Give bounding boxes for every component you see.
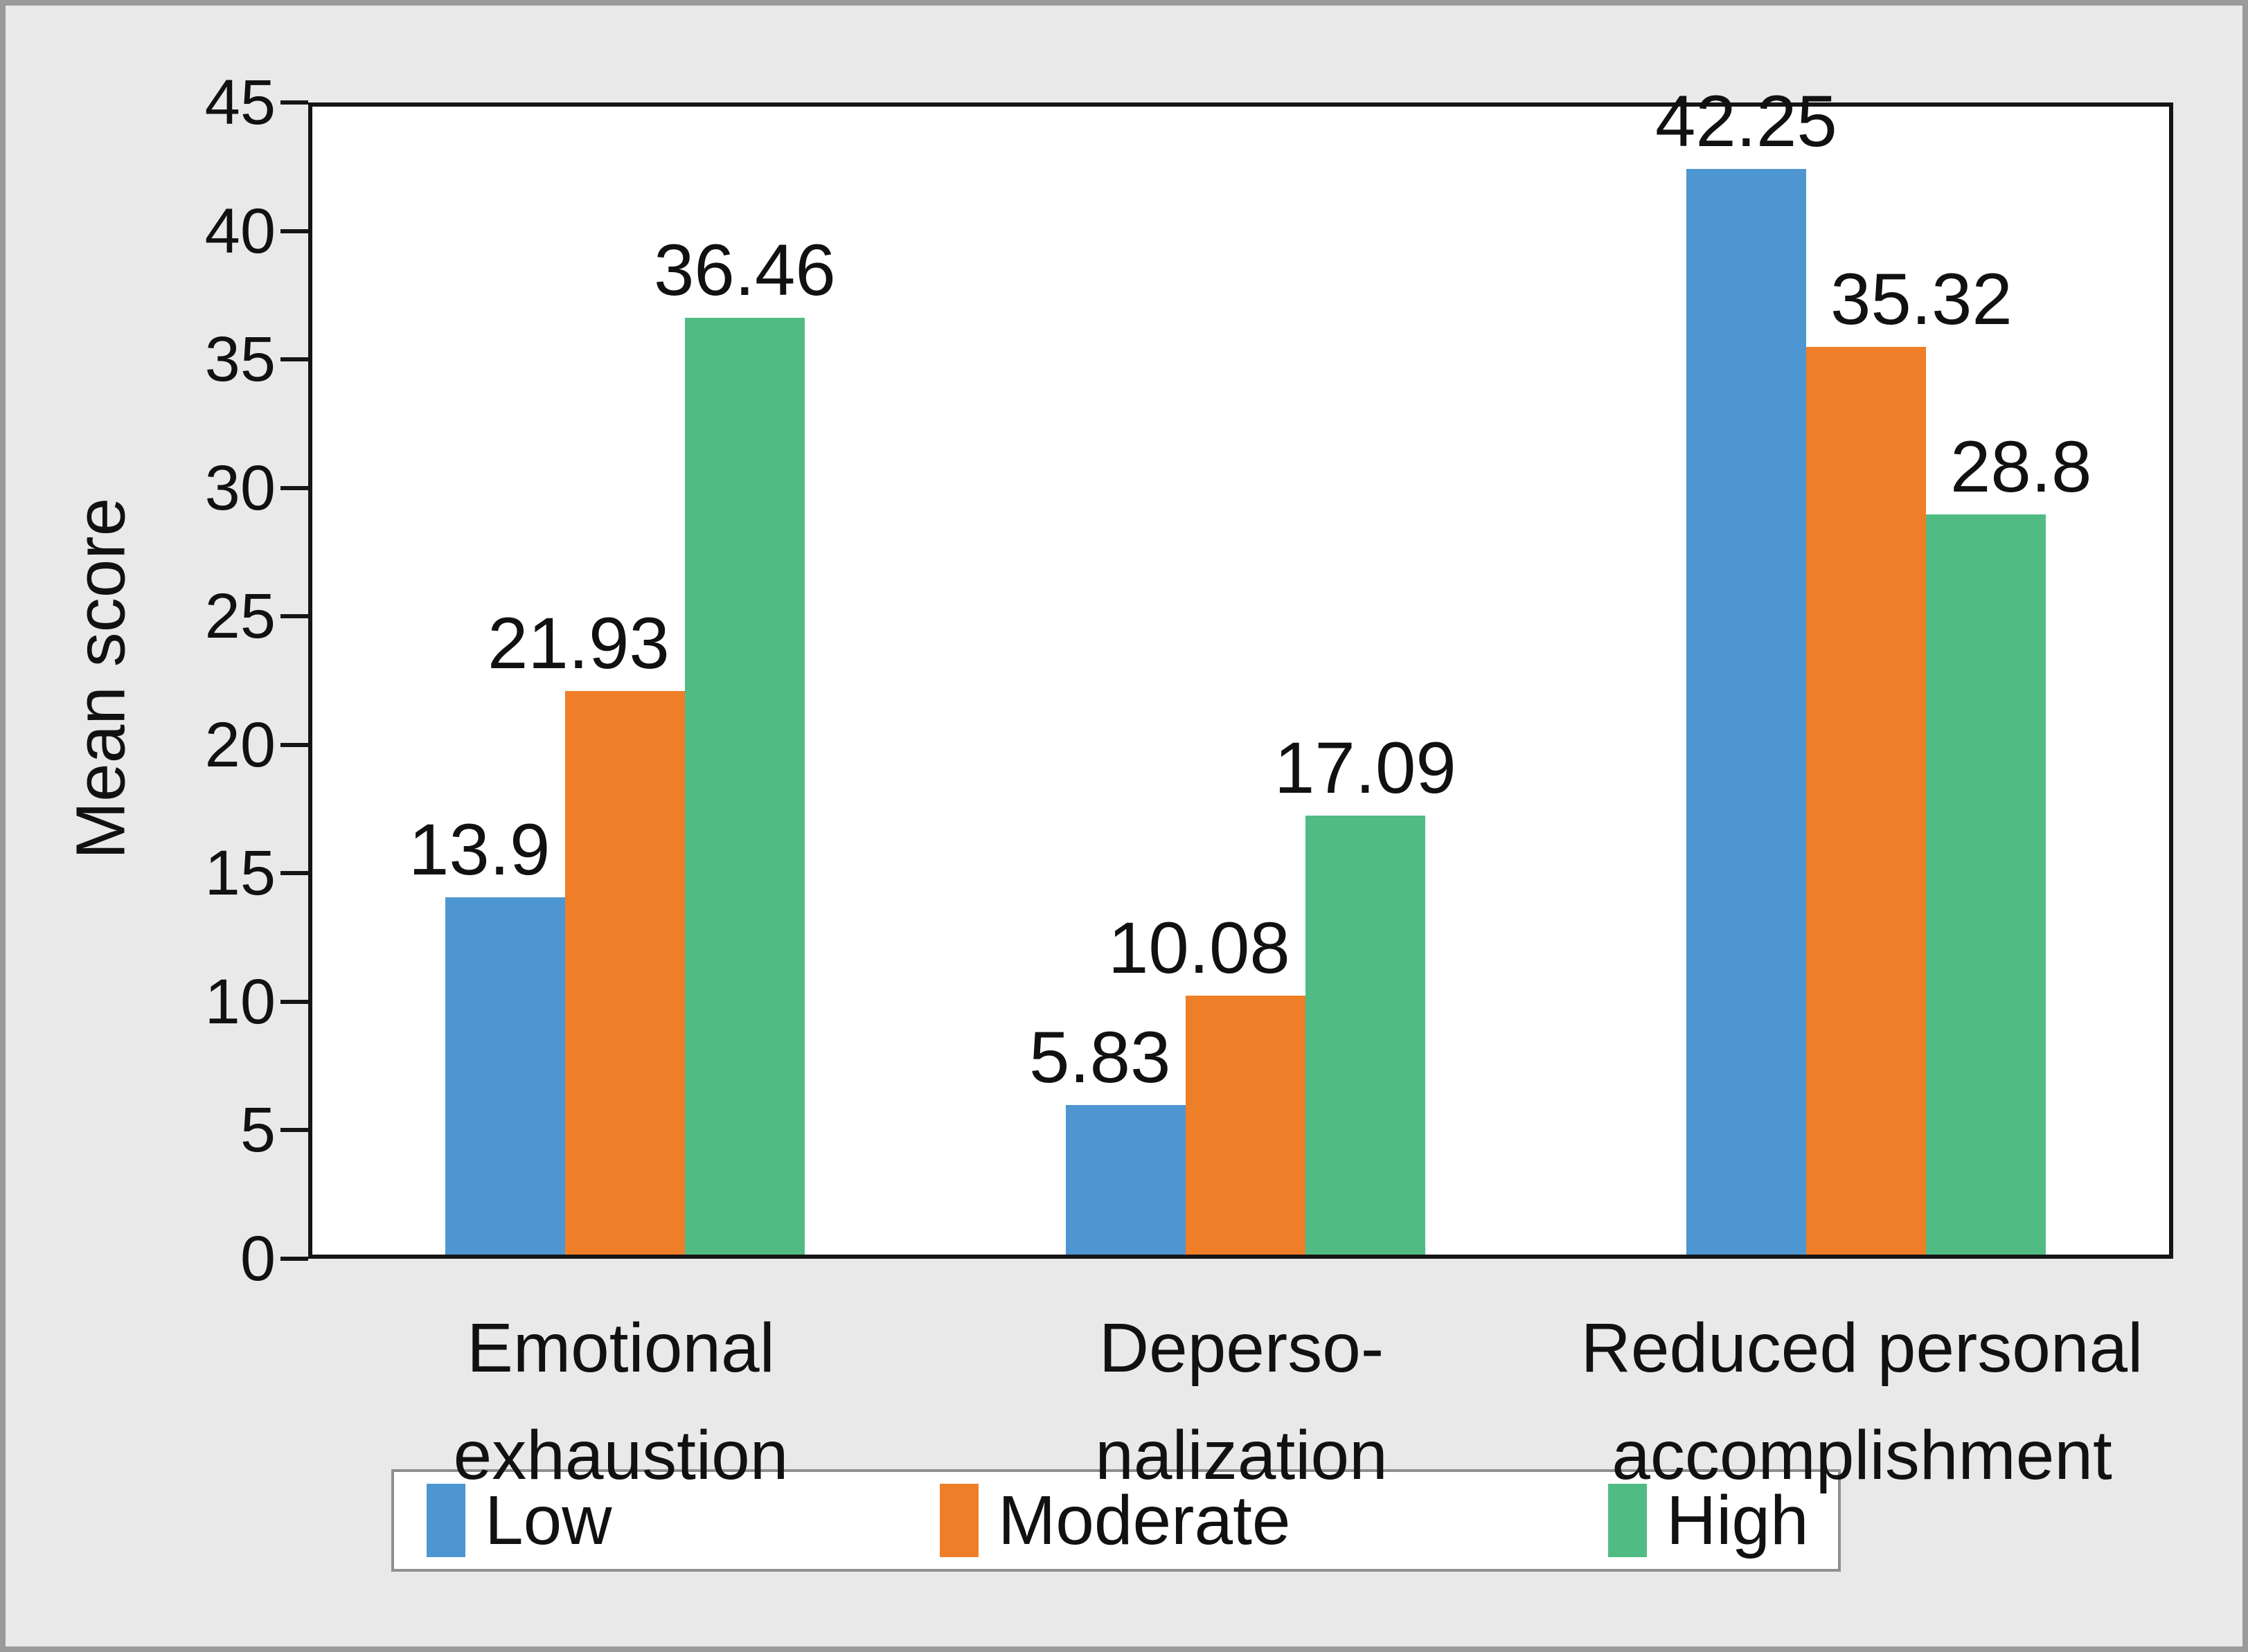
x-axis-category-label: Emotional exhaustion [240, 1295, 1002, 1509]
x-axis-category-label: Reduced personal accomplishment [1481, 1295, 2243, 1509]
y-axis-tick-label: 0 [240, 1223, 276, 1294]
category-label-line: Reduced personal [1580, 1309, 2143, 1387]
legend-swatch-moderate [940, 1484, 979, 1557]
y-axis-tick [280, 871, 308, 876]
bar-moderate-1 [1186, 995, 1305, 1255]
legend-swatch-high [1608, 1484, 1647, 1557]
bar-low-2 [1686, 169, 1806, 1255]
category-label-line: exhaustion [453, 1417, 789, 1494]
y-axis-tick-label: 5 [240, 1095, 276, 1166]
bar-value-label: 36.46 [654, 229, 836, 311]
legend-item-low: Low [427, 1472, 612, 1569]
bar-value-label: 21.93 [488, 603, 670, 685]
bar-low-0 [445, 897, 565, 1255]
category-label-line: Deperso- [1098, 1309, 1384, 1387]
bar-moderate-0 [565, 691, 685, 1255]
y-axis-title: Mean score [62, 497, 140, 860]
y-axis-tick [280, 485, 308, 490]
y-axis-tick [280, 1257, 308, 1261]
y-axis-tick [280, 742, 308, 747]
legend-item-moderate: Moderate [940, 1472, 1290, 1569]
y-axis-tick [280, 228, 308, 233]
y-axis-tick-label: 30 [204, 452, 276, 523]
y-axis-tick-label: 15 [204, 838, 276, 909]
bar-value-label: 17.09 [1274, 727, 1456, 809]
bar-high-1 [1305, 815, 1425, 1255]
y-axis-tick-label: 35 [204, 324, 276, 395]
bar-high-2 [1926, 514, 2046, 1255]
category-label-line: Emotional [467, 1309, 775, 1387]
y-axis-tick [280, 1128, 308, 1133]
x-axis-category-label: Deperso-nalization [861, 1295, 1623, 1509]
y-axis-tick [280, 357, 308, 362]
y-axis-tick-label: 10 [204, 966, 276, 1037]
bar-moderate-2 [1806, 347, 1926, 1255]
bar-value-label: 13.9 [409, 809, 551, 891]
bar-value-label: 5.83 [1029, 1016, 1171, 1098]
bar-value-label: 28.8 [1950, 427, 2092, 508]
y-axis-tick-label: 25 [204, 581, 276, 652]
category-label-line: accomplishment [1612, 1417, 2112, 1494]
bar-high-0 [685, 317, 805, 1255]
bar-low-1 [1066, 1104, 1186, 1255]
category-label-line: nalization [1095, 1417, 1388, 1494]
plot-area: 13.9 5.83 42.25 21.93 10.08 35.32 36.46 17.09 28… [308, 85, 2173, 1259]
legend-item-high: High [1608, 1472, 1809, 1569]
y-axis-tick [280, 614, 308, 619]
bar-value-label: 35.32 [1830, 259, 2013, 341]
bar-value-label: 42.25 [1655, 81, 1837, 163]
legend-swatch-low [427, 1484, 465, 1557]
legend-label: High [1666, 1481, 1809, 1559]
y-axis-tick-label: 45 [204, 67, 276, 138]
y-axis-tick-label: 20 [204, 709, 276, 780]
y-axis-tick [280, 999, 308, 1004]
legend-label: Moderate [998, 1481, 1291, 1559]
legend: Low Moderate High [391, 1469, 1841, 1572]
y-axis-tick-label: 40 [204, 195, 276, 267]
bar-value-label: 10.08 [1108, 907, 1290, 989]
legend-label: Low [485, 1481, 612, 1559]
y-axis-tick [280, 100, 308, 105]
